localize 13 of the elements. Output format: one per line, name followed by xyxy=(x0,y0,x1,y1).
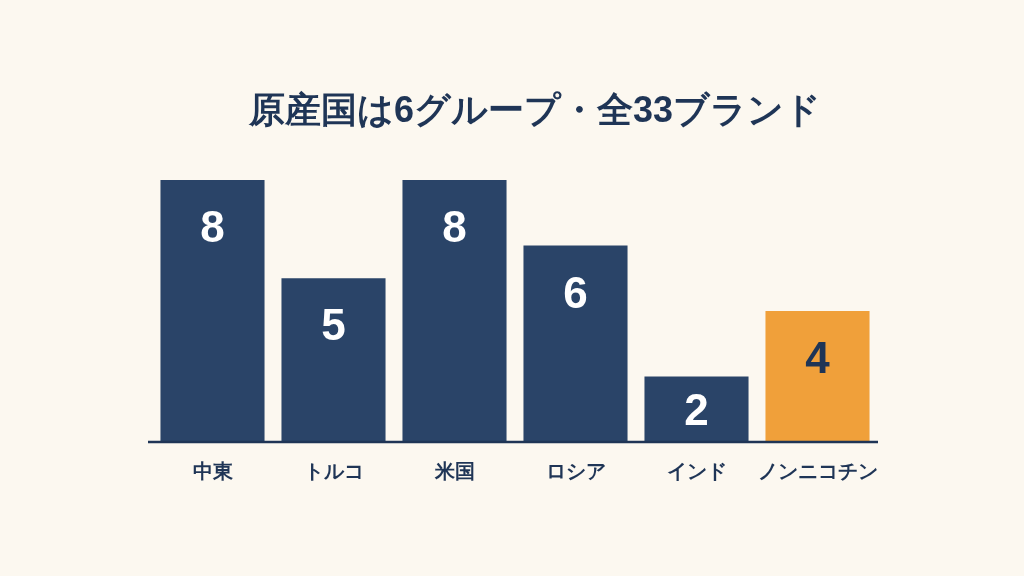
x-tick-label: ロシア xyxy=(545,460,606,482)
data-label: 5 xyxy=(321,300,346,350)
data-label: 6 xyxy=(563,267,588,317)
data-label: 8 xyxy=(200,202,225,251)
data-label: 4 xyxy=(805,333,831,382)
chart-title: 原産国は6グループ・全33ブランド xyxy=(247,89,822,130)
data-label: 8 xyxy=(442,202,467,251)
data-label: 2 xyxy=(684,385,709,435)
x-tick-label: 中東 xyxy=(192,460,233,482)
x-tick-label: インド xyxy=(666,460,727,482)
x-tick-label: ノンニコチン xyxy=(757,460,878,482)
x-tick-label: 米国 xyxy=(433,460,475,482)
x-tick-label: トルコ xyxy=(303,460,364,482)
